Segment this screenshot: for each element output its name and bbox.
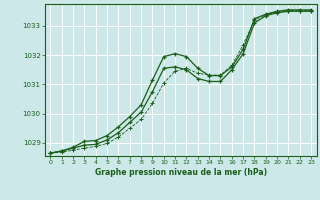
X-axis label: Graphe pression niveau de la mer (hPa): Graphe pression niveau de la mer (hPa): [95, 168, 267, 177]
